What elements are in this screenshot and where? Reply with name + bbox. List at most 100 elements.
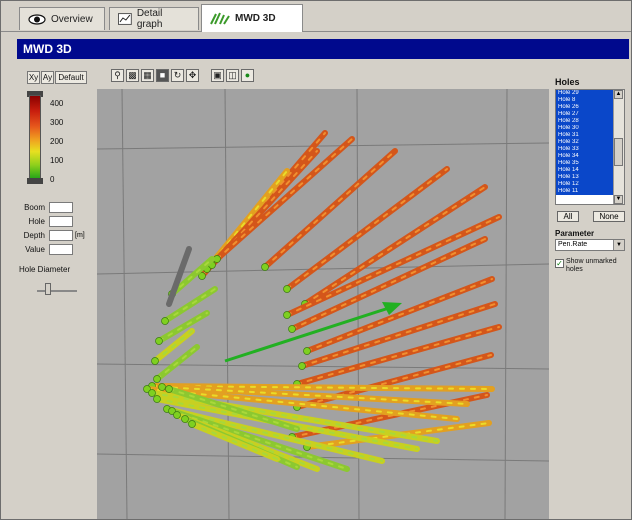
holes-list-item[interactable]: Hole 33 [556, 146, 615, 153]
drill-hole-texture [191, 423, 278, 460]
chevron-down-icon[interactable]: ▼ [613, 240, 624, 250]
reset-icon[interactable]: ● [241, 69, 254, 82]
show-unmarked-checkbox[interactable]: ✓ [555, 259, 564, 268]
holes-list-item[interactable]: Hole 14 [556, 167, 615, 174]
drill-hole-collar [188, 420, 196, 428]
holes-list[interactable]: Hole 29 Hole 8 Hole 26 Hole 27 Hole 28 Hole 3… [555, 89, 625, 205]
drill-hole-texture [264, 150, 396, 268]
holes-list-item[interactable]: Hole 13 [556, 174, 615, 181]
legend-tick-100: 100 [50, 156, 64, 165]
holes-list-item[interactable]: Hole 27 [556, 111, 615, 118]
legend-bottom-cap [27, 178, 43, 184]
rotate-icon[interactable]: ↻ [171, 69, 184, 82]
depth-label: Depth [23, 231, 45, 240]
eye-icon [28, 13, 46, 25]
holes-list-item[interactable]: Hole 26 [556, 104, 615, 111]
parameter-selected: Pen.Rate [558, 241, 588, 248]
left-panel: Xy Ay Default 400 300 200 100 0 Boom Hol… [17, 67, 97, 519]
grid-line [356, 88, 360, 519]
legend-tick-400: 400 [50, 99, 64, 108]
holes-list-item[interactable]: Hole 34 [556, 153, 615, 160]
parameter-select[interactable]: Pen.Rate ▼ [555, 239, 625, 251]
holes-list-item[interactable]: Hole 28 [556, 118, 615, 125]
drill-hole-texture [201, 132, 326, 277]
drill-hole-texture [156, 346, 198, 380]
drill-hole-collar [165, 385, 173, 393]
scroll-thumb[interactable] [614, 138, 623, 166]
drill-hole-collar [158, 383, 166, 391]
drill-hole-collar [143, 385, 151, 393]
holes-list-item[interactable]: Hole 35 [556, 160, 615, 167]
drill-hole-collar [261, 263, 269, 271]
grid-icon[interactable]: ▦ [141, 69, 154, 82]
view-icon[interactable]: ▣ [211, 69, 224, 82]
drill-hole-collar [161, 317, 169, 325]
hole-field [49, 216, 73, 227]
scroll-down-icon[interactable]: ▼ [614, 195, 623, 204]
tab-overview-label: Overview [51, 13, 93, 25]
drill-hole-collar [153, 375, 161, 383]
value-label: Value [25, 245, 45, 254]
holes-list-item[interactable]: Hole 30 [556, 125, 615, 132]
grid-line [96, 263, 550, 275]
drill-hole-texture [161, 386, 468, 405]
drill-hole-texture [296, 326, 500, 385]
move-icon[interactable]: ✥ [186, 69, 199, 82]
drill-hole-texture [171, 258, 213, 295]
hole-diameter-slider[interactable] [45, 283, 51, 295]
holes-list-item[interactable]: Hole 11 [556, 188, 615, 195]
holes-scrollbar[interactable]: ▲ ▼ [613, 90, 624, 204]
print-icon[interactable]: ▩ [126, 69, 139, 82]
view-ay-button[interactable]: Ay [41, 71, 54, 84]
legend-tick-300: 300 [50, 118, 64, 127]
tab-detail-graph-label: Detail graph [136, 8, 163, 30]
drill-hole-texture [158, 312, 208, 342]
drill-icon [210, 12, 230, 25]
grid-line [96, 363, 550, 370]
grid-line [96, 142, 550, 150]
drill-hole-texture [154, 330, 193, 362]
drill-hole-texture [304, 186, 486, 305]
direction-arrow [224, 305, 393, 363]
legend-top-cap [27, 91, 43, 97]
drill-hole-collar [155, 337, 163, 345]
drill-hole-collar [283, 311, 291, 319]
legend-gradient [29, 95, 41, 181]
legend-tick-0: 0 [50, 175, 55, 184]
show-unmarked-label: Show unmarked holes [566, 258, 617, 273]
holes-list-item[interactable]: Hole 32 [556, 139, 615, 146]
holes-list-item[interactable]: Hole 31 [556, 132, 615, 139]
holes-list-items: Hole 29 Hole 8 Hole 26 Hole 27 Hole 28 Hole 3… [556, 90, 615, 195]
boom-field [49, 202, 73, 213]
default-view-button[interactable]: Default [55, 71, 87, 84]
color-legend: 400 300 200 100 0 [27, 91, 97, 193]
tab-overview[interactable]: Overview [19, 7, 105, 30]
drill-hole-texture [151, 385, 493, 390]
view-side-icon[interactable]: ◫ [226, 69, 239, 82]
holes-list-item[interactable]: Hole 8 [556, 97, 615, 104]
holes-list-item[interactable]: Hole 29 [556, 90, 615, 97]
value-field [49, 244, 73, 255]
drill-hole-collar [298, 362, 306, 370]
zoom-icon[interactable]: ⚲ [111, 69, 124, 82]
view-toolbar: ⚲ ▩ ▦ ■ ↻ ✥ ▣ ◫ ● [97, 69, 277, 85]
tab-mwd-3d[interactable]: MWD 3D [201, 4, 303, 32]
shade-icon[interactable]: ■ [156, 69, 169, 82]
drill-hole-texture [286, 168, 448, 290]
grid-line [504, 88, 508, 519]
select-none-button[interactable]: None [593, 211, 625, 222]
view-xy-button[interactable]: Xy [27, 71, 40, 84]
right-panel: Holes Hole 29 Hole 8 Hole 26 Hole 27 Hole 28… [553, 71, 631, 519]
boom-label: Boom [24, 203, 45, 212]
scroll-up-icon[interactable]: ▲ [614, 90, 623, 99]
drill-hole-texture [301, 303, 496, 367]
tab-detail-graph[interactable]: Detail graph [109, 7, 199, 30]
mwd-3d-view[interactable] [96, 88, 550, 519]
select-all-button[interactable]: All [557, 211, 579, 222]
tab-strip: Overview Detail graph MWD 3D [1, 1, 631, 32]
holes-list-item[interactable]: Hole 12 [556, 181, 615, 188]
drill-hole-collar [168, 407, 176, 415]
drill-hole-collar [151, 357, 159, 365]
legend-tick-200: 200 [50, 137, 64, 146]
graph-icon [118, 13, 132, 25]
